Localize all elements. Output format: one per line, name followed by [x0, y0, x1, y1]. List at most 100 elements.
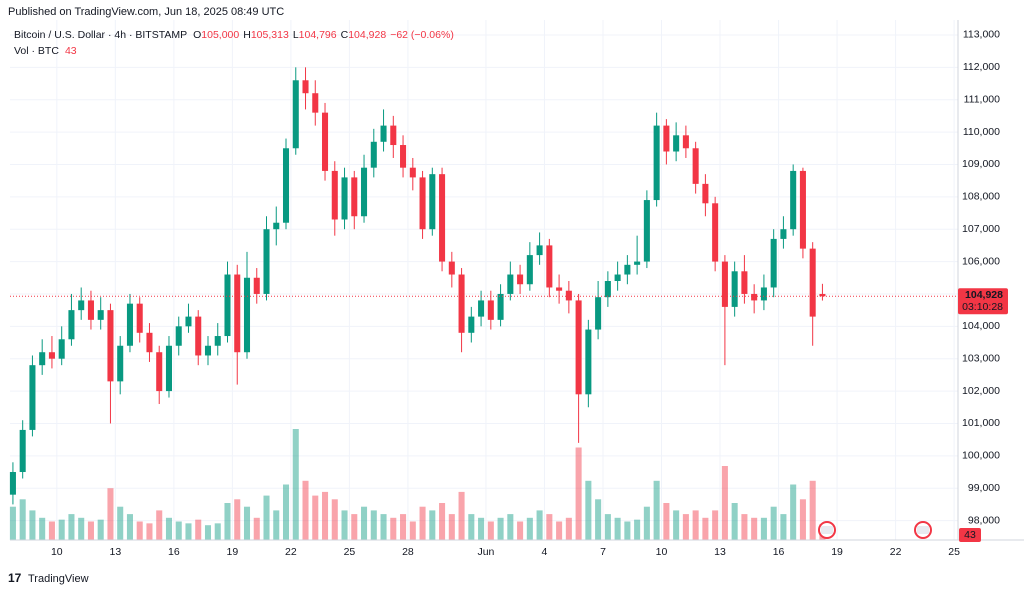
- candle-body: [468, 316, 475, 333]
- event-flags: [818, 521, 932, 539]
- candle-body: [195, 316, 202, 356]
- candle-body: [770, 238, 777, 288]
- candle-body: [312, 93, 319, 113]
- candle-body: [146, 332, 153, 353]
- ohlc-label: L: [293, 29, 299, 41]
- volume-bar: [214, 523, 221, 540]
- volume-bar: [565, 517, 572, 540]
- candle-body: [429, 174, 436, 230]
- candle-body: [292, 80, 299, 149]
- volume-bar: [682, 514, 689, 540]
- volume-bar: [322, 491, 329, 540]
- candle-body: [419, 177, 426, 230]
- y-tick-label: 109,000: [962, 158, 1000, 170]
- volume-value: 43: [65, 45, 77, 57]
- volume-bar: [361, 506, 368, 540]
- volume-bar: [702, 517, 709, 540]
- volume-bar: [409, 521, 416, 540]
- candle-body: [673, 135, 680, 152]
- x-tick-label: 16: [168, 546, 180, 558]
- candle-body: [390, 125, 397, 146]
- ohlc-value: 105,000: [201, 29, 239, 41]
- candle-body: [165, 345, 172, 392]
- last-price-box: [958, 288, 1008, 315]
- x-tick-label: Jun: [477, 546, 494, 558]
- candle-body: [507, 274, 514, 294]
- candle-body: [126, 303, 133, 346]
- x-tick-label: 16: [773, 546, 785, 558]
- candle-body: [799, 170, 806, 249]
- y-tick-label: 107,000: [962, 223, 1000, 235]
- y-tick-label: 111,000: [964, 93, 1001, 105]
- candle-body: [741, 271, 748, 294]
- candle-body: [351, 177, 358, 217]
- ohlc-value: 104,796: [299, 29, 337, 41]
- volume-bar: [448, 514, 455, 540]
- volume-bar: [497, 517, 504, 540]
- y-tick-label: 108,000: [962, 191, 1000, 203]
- volume-bar: [614, 517, 621, 540]
- candle-body: [302, 80, 309, 94]
- volume-bar: [780, 514, 787, 540]
- volume-bar: [292, 429, 299, 540]
- symbol: Bitcoin / U.S. Dollar · 4h · BITSTAMP: [14, 29, 187, 41]
- x-tick-label: 22: [890, 546, 902, 558]
- volume-bar: [721, 466, 728, 540]
- candle-body: [702, 183, 709, 204]
- volume-bar: [78, 517, 85, 540]
- volume-bar: [331, 499, 338, 540]
- candle-body: [282, 148, 290, 223]
- candle-body: [634, 261, 641, 265]
- volume-bar: [165, 517, 172, 540]
- y-tick-label: 113,000: [963, 29, 1000, 41]
- x-tick-label: 19: [227, 546, 239, 558]
- footer-logo: 17 TradingView: [8, 571, 89, 585]
- volume-bar: [429, 510, 436, 540]
- candle-body: [497, 293, 504, 320]
- volume-bar: [643, 506, 650, 540]
- candle-body: [536, 245, 543, 256]
- ohlc-label: C: [341, 29, 349, 41]
- candle-body: [487, 300, 494, 320]
- candle-body: [234, 274, 241, 353]
- candle-body: [721, 261, 728, 307]
- flag-icon: [821, 526, 833, 534]
- candle-body: [614, 274, 621, 281]
- volume-bar: [68, 514, 75, 540]
- volume-bar: [487, 521, 494, 540]
- y-tick-label: 112,000: [963, 61, 1000, 73]
- x-tick-label: 4: [542, 546, 548, 558]
- ohlc-value: 104,928: [348, 29, 386, 41]
- candle-body: [380, 125, 387, 142]
- candle-body: [400, 145, 407, 168]
- volume-bar: [185, 523, 192, 540]
- candle-body: [809, 248, 816, 317]
- candle-body: [224, 274, 231, 337]
- volume-bar: [731, 503, 738, 540]
- logo-mark: 17: [8, 571, 22, 585]
- candle-body: [653, 125, 660, 201]
- candle-body: [663, 125, 670, 152]
- y-tick-label: 99,000: [968, 482, 1000, 494]
- volume-bar: [585, 480, 592, 540]
- candle-body: [409, 167, 416, 178]
- volume-bar: [282, 484, 290, 540]
- volume-bar: [243, 506, 251, 540]
- volume-bar: [653, 480, 660, 540]
- volume-bar: [439, 503, 446, 540]
- candle-body: [731, 271, 738, 307]
- candle-body: [575, 300, 582, 395]
- volume-bar: [478, 517, 485, 540]
- volume-bar: [156, 510, 163, 540]
- candle-body: [526, 255, 533, 285]
- candle-body: [68, 310, 75, 340]
- ohlc-label: O: [193, 29, 201, 41]
- volume-bar: [48, 521, 55, 540]
- footer-brand: TradingView: [28, 573, 89, 585]
- flag-icon: [917, 526, 929, 534]
- x-tick-label: 13: [714, 546, 726, 558]
- countdown: 03:10:28: [962, 301, 1003, 313]
- y-tick-label: 101,000: [962, 417, 1000, 429]
- y-tick-label: 100,000: [962, 450, 1000, 462]
- candle-body: [517, 274, 524, 285]
